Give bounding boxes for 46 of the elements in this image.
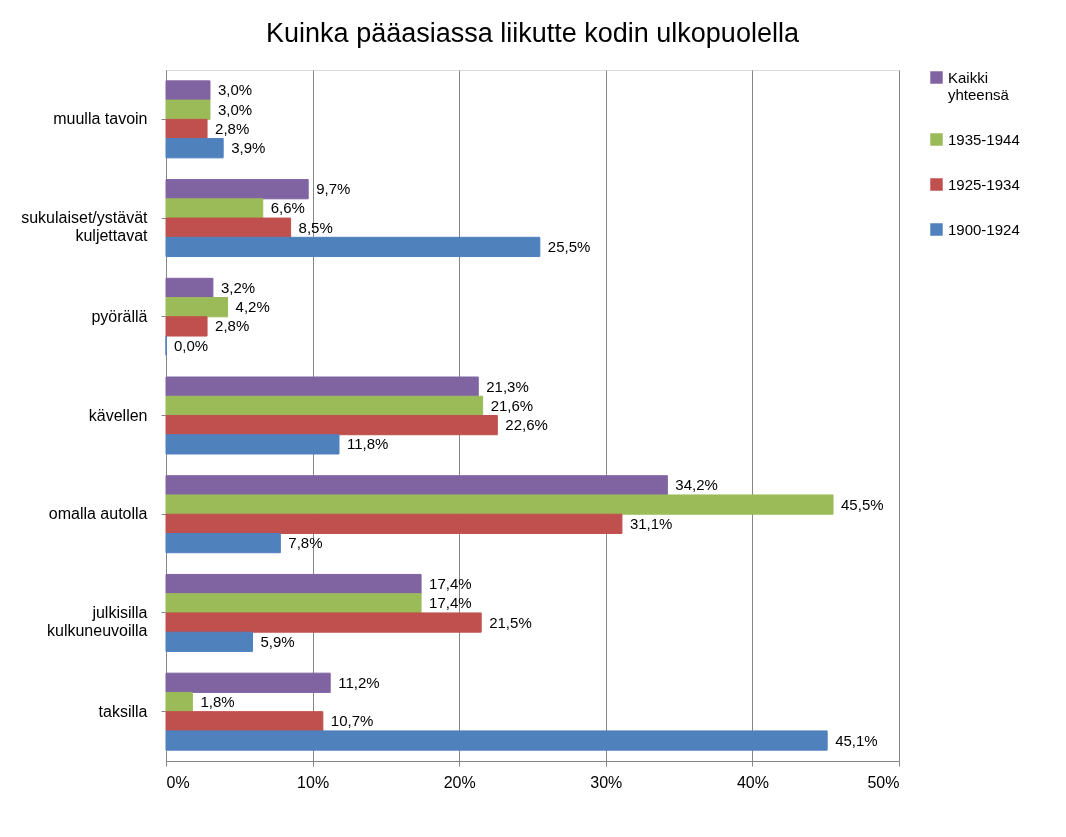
y-tick-label: sukulaiset/ystävät kuljettavat (21, 209, 149, 245)
x-tick-label: 20% (443, 773, 476, 791)
data-label: 21,6% (490, 396, 534, 414)
x-tick-label: 40% (736, 773, 769, 791)
x-tick-label: 10% (297, 773, 330, 791)
y-tick-label: taksilla (98, 702, 148, 720)
data-label: 3,0% (217, 100, 253, 118)
data-label: 17,4% (429, 575, 472, 593)
data-label: 45,5% (841, 495, 884, 513)
y-tick-label: omalla autolla (48, 505, 148, 523)
data-label: 2,8% (215, 317, 250, 335)
legend-label: 1900-1924 (948, 220, 1020, 238)
data-label: 11,8% (346, 435, 389, 453)
data-label: 21,5% (489, 613, 532, 631)
data-label: 7,8% (288, 534, 323, 552)
data-label: 5,9% (260, 632, 295, 650)
data-label: 17,4% (429, 594, 472, 612)
data-label: 8,5% (298, 218, 333, 236)
y-tick-label: kävellen (88, 406, 148, 424)
data-label: 4,2% (235, 298, 270, 316)
data-label: 21,3% (486, 377, 529, 395)
chart-title: Kuinka pääasiassa liikutte kodin ulkopuolella (266, 18, 800, 48)
data-label: 11,2% (338, 673, 380, 691)
data-label: 25,5% (547, 237, 591, 255)
legend-label: Kaikki yhteensä (948, 68, 1010, 103)
data-label: 6,6% (270, 199, 305, 217)
y-tick-label: julkisilla kulkuneuvoilla (46, 603, 148, 639)
data-label: 3,2% (220, 278, 256, 296)
data-label: 9,7% (316, 180, 351, 198)
y-tick-label: muulla tavoin (53, 110, 148, 128)
data-label: 0,0% (174, 336, 209, 354)
data-label: 1,8% (200, 693, 235, 711)
data-label: 3,9% (231, 139, 266, 157)
x-tick-label: 30% (590, 773, 623, 791)
data-label: 45,1% (835, 731, 878, 749)
data-label: 10,7% (330, 712, 374, 730)
data-label: 22,6% (505, 416, 548, 434)
data-label: 3,0% (217, 81, 253, 99)
x-tick-label: 50% (867, 773, 900, 791)
legend-label: 1935-1944 (948, 130, 1020, 148)
data-label: 2,8% (215, 119, 250, 137)
legend-label: 1925-1934 (948, 175, 1020, 193)
x-tick-label: 0% (166, 773, 190, 791)
y-tick-label: pyörällä (91, 307, 148, 325)
data-label: 31,1% (629, 514, 673, 532)
data-label: 34,2% (675, 476, 718, 494)
